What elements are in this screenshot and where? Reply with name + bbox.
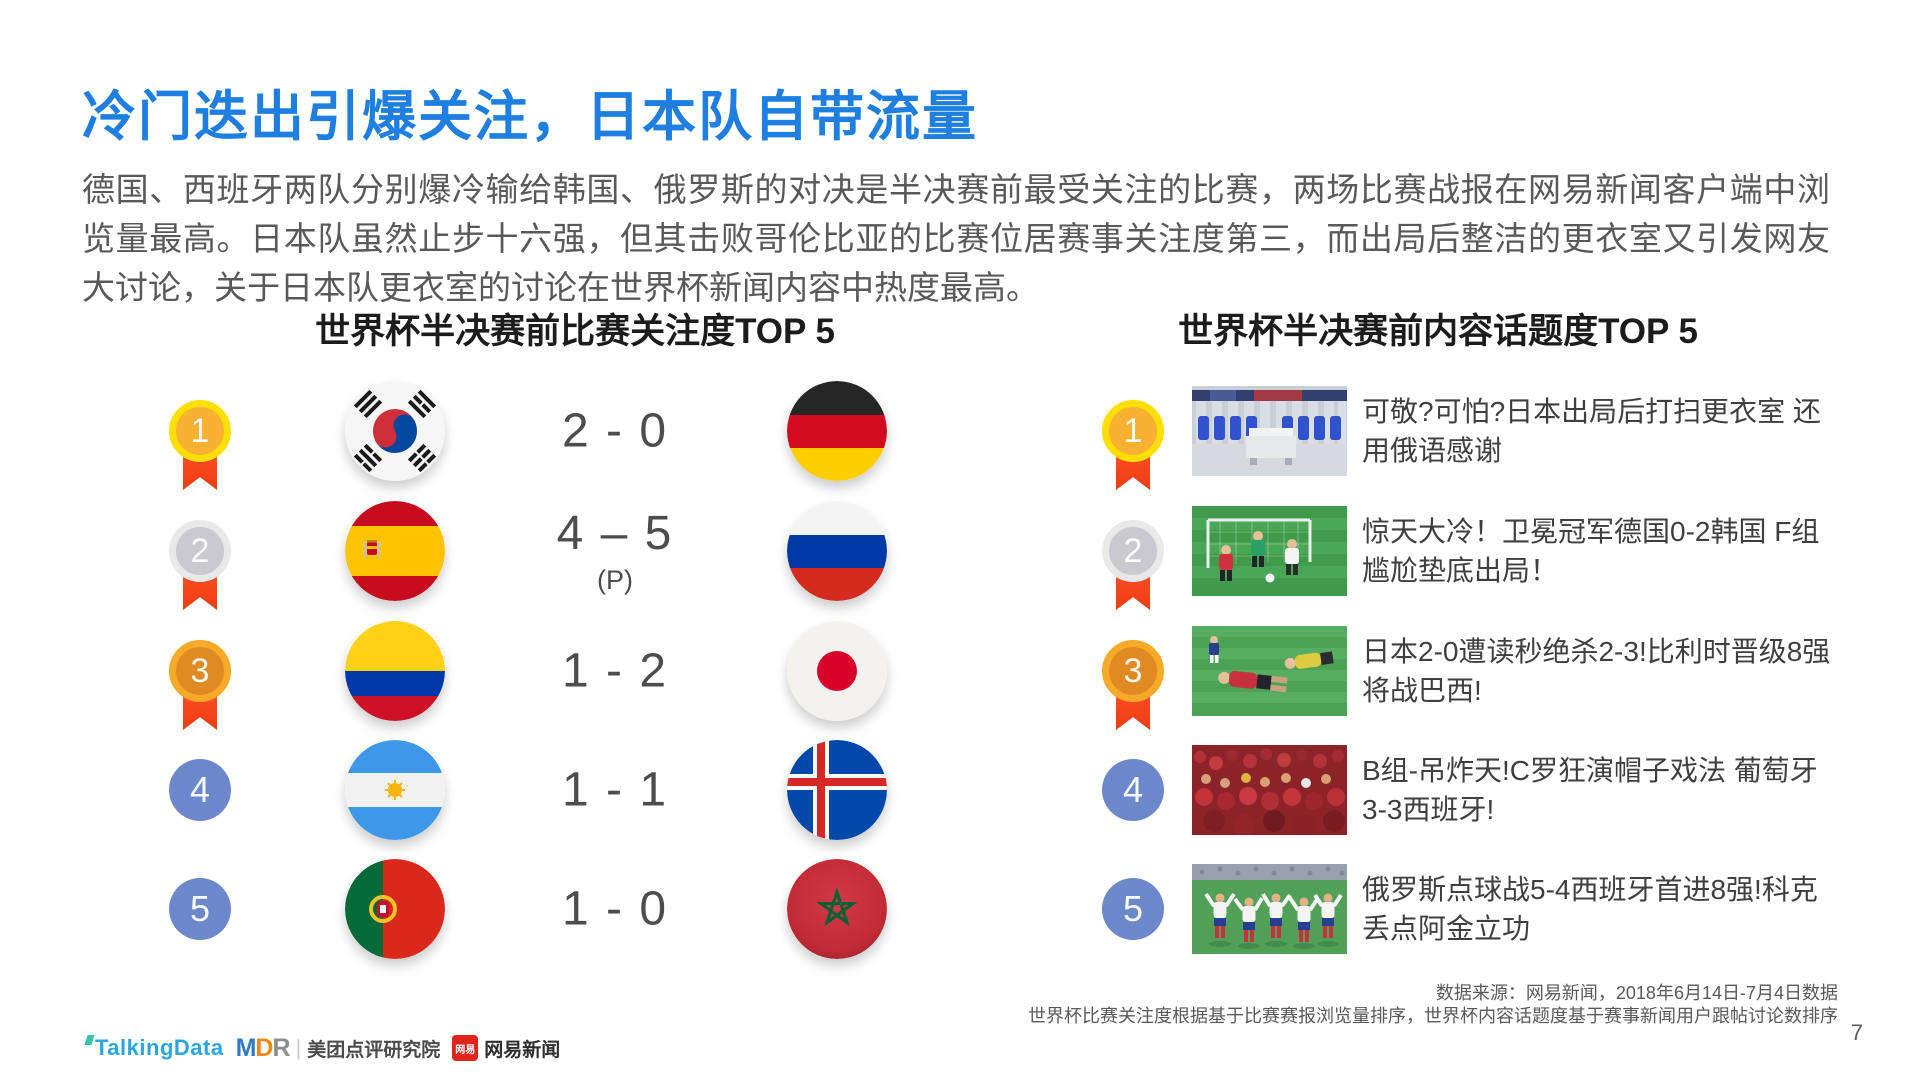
news-headline: 惊天大冷！卫冕冠军德国0-2韩国 F组尴尬垫底出局！ <box>1362 516 1820 586</box>
score-row-1: 2 - 0 <box>505 404 725 459</box>
netease-news-logo: 网易 网易新闻 <box>452 1035 560 1062</box>
news-headline: 日本2-0遭读秒绝杀2-3!比利时晋级8强将战巴西! <box>1362 636 1831 706</box>
logo-divider: | <box>295 1035 302 1060</box>
silver-medal-badge: 2 <box>169 520 231 616</box>
logo-bar: TalkingData MDR | 美团点评研究院 网易 网易新闻 <box>84 1032 560 1064</box>
rank-number: 3 <box>169 640 231 702</box>
meituan-dianping-logo: MDR | 美团点评研究院 <box>236 1034 441 1063</box>
talkingdata-wordmark: TalkingData <box>95 1035 224 1060</box>
topic-row-4: 4 B组-吊炸天!C罗狂演帽子戏法 葡萄牙3-3西班牙! <box>0 730 1921 850</box>
rank-number: 1 <box>169 400 231 462</box>
talkingdata-tick-icon <box>84 1035 95 1045</box>
page-number: 7 <box>1850 1020 1863 1045</box>
rank-5-badge: 5 <box>1102 878 1164 940</box>
penalty-note: (P) <box>597 565 633 595</box>
bronze-medal-badge: 3 <box>1102 640 1164 736</box>
match-ranking-title: 世界杯半决赛前比赛关注度TOP 5 <box>315 312 835 351</box>
intro-paragraph: 德国、西班牙两队分别爆冷输给韩国、俄罗斯的对决是半决赛前最受关注的比赛，两场比赛… <box>82 171 1830 306</box>
match-row-3: 3 1 - 2 <box>0 611 1921 731</box>
source-line-1: 数据来源：网易新闻，2018年6月14日-7月4日数据 <box>1435 983 1838 1003</box>
match-row-2: 2 4 – 5 <box>0 491 1921 611</box>
score-row-3: 1 - 2 <box>505 644 725 699</box>
news-image-russia-celebration <box>1192 864 1347 954</box>
match-row-5: 5 1 - 0 <box>0 849 1921 969</box>
news-headline: B组-吊炸天!C罗狂演帽子戏法 葡萄牙3-3西班牙! <box>1362 755 1818 825</box>
rank-number: 1 <box>1102 400 1164 462</box>
meituan-institute-label: 美团点评研究院 <box>307 1039 441 1061</box>
page-title: 冷门迭出引爆关注，日本队自带流量 <box>82 87 978 147</box>
topic-row-2: 2 惊天大冷！卫冕冠军德国0-2韩国 F组尴尬垫底出局！ <box>0 491 1921 611</box>
news-headline: 俄罗斯点球战5-4西班牙首进8强!科克丢点阿金立功 <box>1362 874 1818 944</box>
topic-row-5: 5 俄罗斯点球战5-4西班牙首进8强!科克丢点阿金立功 <box>0 849 1921 969</box>
score-row-2: 4 – 5 (P) <box>505 506 725 596</box>
flag-iceland <box>787 740 887 840</box>
news-headline: 可敬?可怕?日本出局后打扫更衣室 还用俄语感谢 <box>1362 396 1821 466</box>
topic-row-3: 3 日本2-0遭读秒绝杀2-3!比利时晋级8强将战巴西 <box>0 611 1921 731</box>
news-image-japan-belgium <box>1192 626 1347 716</box>
rank-4-badge: 4 <box>169 759 231 821</box>
rank-number: 2 <box>1102 520 1164 582</box>
flag-south-korea <box>345 381 445 481</box>
news-image-locker-room <box>1192 386 1347 476</box>
news-image-germany-korea <box>1192 506 1347 596</box>
score-text: 1 - 0 <box>561 882 669 936</box>
score-text: 1 - 1 <box>561 763 669 817</box>
bronze-medal-badge: 3 <box>169 640 231 736</box>
data-source-note: 数据来源：网易新闻，2018年6月14日-7月4日数据 世界杯比赛关注度根据基于… <box>1028 982 1838 1028</box>
topic-ranking-title: 世界杯半决赛前内容话题度TOP 5 <box>1178 312 1698 351</box>
score-text: 4 – 5 <box>556 507 674 560</box>
score-text: 1 - 2 <box>561 644 669 698</box>
news-image-fans-crowd <box>1192 745 1347 835</box>
gold-medal-badge: 1 <box>169 400 231 496</box>
rank-4-badge: 4 <box>1102 759 1164 821</box>
talkingdata-logo: TalkingData <box>84 1035 224 1061</box>
mdr-wordmark: MDR <box>235 1033 291 1062</box>
flag-morocco <box>787 859 887 959</box>
rank-number: 2 <box>169 520 231 582</box>
match-row-1: 1 <box>0 371 1921 491</box>
gold-medal-badge: 1 <box>1102 400 1164 496</box>
netease-app-icon: 网易 <box>452 1035 479 1061</box>
topic-row-1: 1 可敬?可怕?日本出局后打扫更衣室 还用俄语感谢 <box>0 371 1921 491</box>
score-row-4: 1 - 1 <box>505 763 725 818</box>
flag-japan <box>787 621 887 721</box>
score-text: 2 - 0 <box>561 404 669 458</box>
silver-medal-badge: 2 <box>1102 520 1164 616</box>
rank-5-badge: 5 <box>169 878 231 940</box>
score-row-5: 1 - 0 <box>505 882 725 937</box>
rank-number: 3 <box>1102 640 1164 702</box>
source-line-2: 世界杯比赛关注度根据基于比赛赛报浏览量排序，世界杯内容话题度基于赛事新闻用户跟帖… <box>1028 1006 1838 1026</box>
match-row-4: 4 1 - 1 <box>0 730 1921 850</box>
netease-news-label: 网易新闻 <box>484 1039 561 1061</box>
flag-spain <box>345 501 445 601</box>
